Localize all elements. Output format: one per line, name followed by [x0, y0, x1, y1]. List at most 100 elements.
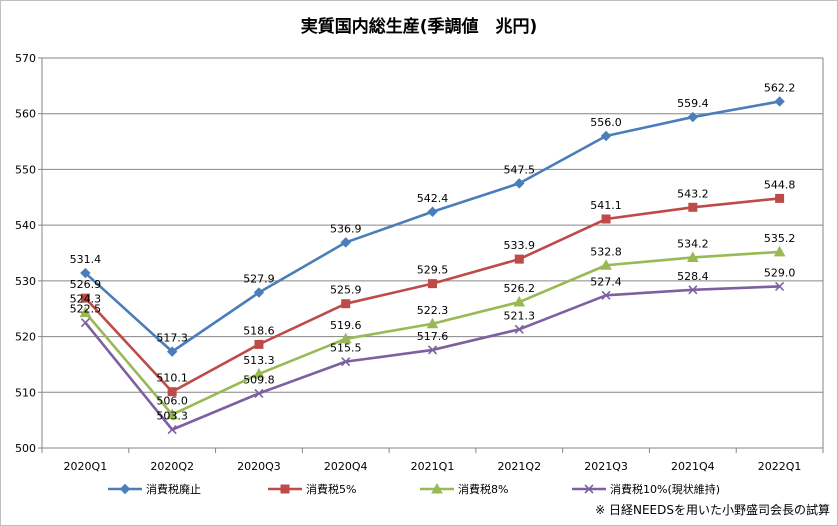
- data-point-tax8: [773, 245, 786, 257]
- data-point-tax5: [601, 214, 611, 224]
- x-tick-label: 2021Q3: [584, 460, 628, 473]
- data-point-tax5: [80, 293, 90, 303]
- data-label-tax5: 518.6: [243, 324, 275, 337]
- legend-label: 消費税5%: [306, 482, 356, 496]
- legend-item-tax8: 消費税8%: [420, 482, 508, 496]
- data-point-abolish: [80, 267, 91, 279]
- y-tick-label: 530: [15, 275, 36, 288]
- series-tax5: [80, 193, 785, 397]
- x-tick-label: 2020Q4: [324, 460, 368, 473]
- legend-label: 消費税廃止: [146, 482, 201, 496]
- data-label-tax10: 509.8: [243, 373, 275, 386]
- data-label-tax10: 527.4: [590, 275, 622, 288]
- data-point-tax5: [167, 387, 177, 397]
- data-label-tax8: 513.3: [243, 354, 275, 367]
- data-point-tax10: [254, 388, 264, 398]
- data-point-tax10: [514, 324, 524, 334]
- chart-title: 実質国内総生産(季調値 兆円): [301, 16, 538, 37]
- data-label-tax5: 525.9: [330, 284, 362, 297]
- legend-marker: [584, 484, 594, 494]
- data-point-abolish: [687, 111, 699, 123]
- legend-marker: [119, 483, 131, 495]
- data-label-tax8: 522.3: [417, 304, 449, 317]
- data-point-tax5: [514, 254, 524, 264]
- data-label-tax8: 534.2: [677, 237, 709, 250]
- data-point-tax8: [426, 317, 439, 329]
- y-tick-label: 570: [15, 52, 36, 65]
- series-abolish: [80, 96, 785, 357]
- data-label-abolish: 527.9: [243, 273, 275, 286]
- data-label-tax8: 535.2: [764, 232, 796, 245]
- data-label-tax8: 506.0: [156, 395, 188, 408]
- legend-item-tax10: 消費税10%(現状維持): [572, 482, 720, 496]
- data-point-tax8: [79, 306, 92, 318]
- series-tax10: [80, 281, 785, 435]
- x-tick-label: 2021Q1: [411, 460, 455, 473]
- data-label-tax10: 515.5: [330, 342, 362, 355]
- data-label-tax5: 544.8: [764, 178, 796, 191]
- source-note: ※ 日経NEEDSを用いた小野盛司会長の試算: [595, 502, 830, 517]
- y-tick-label: 500: [15, 442, 36, 455]
- data-label-tax10: 521.3: [504, 309, 536, 322]
- x-axis: 2020Q1 2020Q2 2020Q3 2020Q4 2021Q1 2021Q2 2021…: [41, 447, 824, 473]
- data-point-tax10: [80, 318, 90, 328]
- data-label-abolish: 542.4: [417, 192, 449, 205]
- data-label-tax8: 526.2: [504, 282, 536, 295]
- data-label-tax10: 503.3: [156, 410, 188, 423]
- data-point-tax10: [341, 357, 351, 367]
- data-point-tax5: [775, 193, 785, 203]
- data-point-tax5: [428, 279, 437, 289]
- data-label-tax5: 533.9: [504, 239, 536, 252]
- data-label-tax5: 526.9: [70, 278, 102, 291]
- data-point-tax8: [513, 295, 526, 307]
- legend: 消費税廃止 消費税5% 消費税8% 消費税10%(現状維持): [108, 482, 720, 496]
- data-label-tax5: 529.5: [417, 264, 449, 277]
- series-tax8: [79, 245, 786, 420]
- y-tick-label: 550: [15, 163, 36, 176]
- data-point-tax5: [341, 299, 351, 309]
- data-label-tax10: 517.6: [417, 330, 449, 343]
- data-point-tax10: [167, 425, 177, 435]
- data-point-abolish: [774, 96, 785, 107]
- data-label-abolish: 559.4: [677, 97, 709, 110]
- data-point-abolish: [514, 178, 525, 189]
- data-label-tax8: 524.3: [70, 293, 102, 306]
- data-label-tax8: 532.8: [590, 245, 622, 258]
- data-point-abolish: [166, 346, 178, 357]
- x-tick-label: 2020Q2: [150, 460, 194, 473]
- y-tick-label: 560: [15, 108, 36, 121]
- data-label-abolish: 517.3: [156, 332, 188, 345]
- legend-label: 消費税10%(現状維持): [610, 482, 720, 496]
- data-point-abolish: [427, 206, 438, 217]
- data-point-tax5: [688, 202, 698, 212]
- legend-marker: [280, 484, 290, 494]
- series-layer: [79, 96, 786, 435]
- data-point-tax10: [601, 290, 611, 300]
- x-tick-label: 2020Q3: [237, 460, 281, 473]
- data-point-tax10: [688, 285, 698, 295]
- data-label-abolish: 562.2: [764, 81, 796, 94]
- y-tick-label: 510: [15, 386, 36, 399]
- x-tick-label: 2020Q1: [64, 460, 108, 473]
- data-point-abolish: [253, 287, 265, 298]
- data-point-tax8: [600, 259, 612, 270]
- data-label-tax5: 541.1: [590, 199, 622, 212]
- data-label-abolish: 556.0: [590, 116, 622, 129]
- legend-item-tax5: 消費税5%: [268, 482, 356, 496]
- y-axis: 500 510 520 530 540 550 560 570: [15, 52, 43, 455]
- y-tick-label: 540: [15, 219, 36, 232]
- data-point-tax8: [166, 408, 179, 420]
- data-label-tax5: 510.1: [156, 372, 188, 385]
- data-label-abolish: 547.5: [504, 163, 536, 176]
- data-labels: 531.4 517.3 527.9 536.9 542.4 547.5 556.0 559.4…: [70, 81, 796, 422]
- data-label-abolish: 531.4: [70, 253, 102, 266]
- data-label-tax10: 522.5: [70, 303, 102, 316]
- data-point-tax8: [339, 332, 352, 344]
- data-point-tax8: [686, 251, 699, 262]
- data-label-tax10: 528.4: [677, 270, 709, 283]
- data-point-tax5: [254, 339, 264, 349]
- data-label-tax5: 543.2: [677, 187, 709, 200]
- y-tick-label: 520: [15, 331, 36, 344]
